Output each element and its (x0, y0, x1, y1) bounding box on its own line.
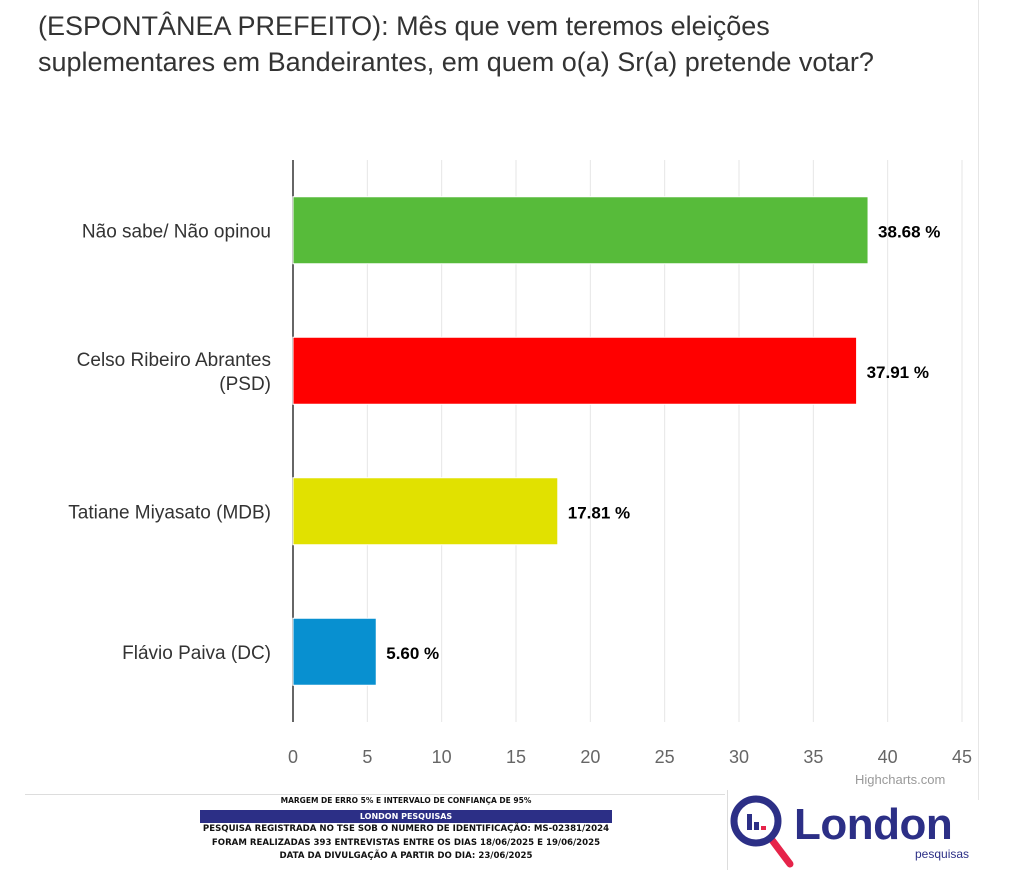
x-tick-label: 25 (655, 747, 675, 767)
x-axis-ticks: 0 5 10 15 20 25 30 35 40 45 (288, 747, 972, 767)
x-tick-label: 45 (952, 747, 972, 767)
x-tick-label: 15 (506, 747, 526, 767)
london-logo: London pesquisas (728, 792, 978, 872)
data-label: 38.68 % (878, 222, 940, 241)
data-label: 37.91 % (867, 363, 929, 382)
chart-title: (ESPONTÂNEA PREFEITO): Mês que vem terem… (38, 11, 874, 77)
divider (978, 0, 979, 800)
category-label: Celso Ribeiro Abrantes (PSD) (77, 350, 271, 395)
category-label: Tatiane Miyasato (MDB) (68, 502, 271, 523)
x-tick-label: 10 (432, 747, 452, 767)
category-label-line: (PSD) (219, 374, 271, 395)
category-label: Não sabe/ Não opinou (82, 221, 271, 242)
data-label: 5.60 % (386, 644, 439, 663)
footer: MARGEM DE ERRO 5% E INTERVALO DE CONFIAN… (200, 796, 612, 864)
category-labels: Não sabe/ Não opinou Celso Ribeiro Abrant… (68, 221, 271, 664)
x-tick-label: 30 (729, 747, 749, 767)
logo-subtitle: pesquisas (915, 847, 970, 861)
category-label: Flávio Paiva (DC) (122, 643, 271, 664)
footer-interviews: FORAM REALIZADAS 393 ENTREVISTAS ENTRE O… (211, 837, 601, 848)
bar (292, 196, 869, 265)
footer-margin-text: MARGEM DE ERRO 5% E INTERVALO DE CONFIAN… (280, 796, 532, 805)
category-label-line: Não sabe/ Não opinou (82, 221, 271, 242)
category-label-line: Tatiane Miyasato (MDB) (68, 502, 271, 523)
footer-release-date: DATA DA DIVULGAÇÃO A PARTIR DO DIA: 23/0… (279, 851, 533, 861)
logo-wordmark: London (794, 800, 953, 849)
logo-divider (727, 790, 728, 870)
category-label-line: Flávio Paiva (DC) (122, 643, 271, 664)
footer-divider (25, 794, 725, 795)
category-label-line: Celso Ribeiro Abrantes (77, 350, 271, 371)
x-tick-label: 20 (580, 747, 600, 767)
bar (292, 477, 559, 546)
data-labels: 38.68 % 37.91 % 17.81 % 5.60 % (386, 222, 940, 663)
x-tick-label: 0 (288, 747, 298, 767)
bar (292, 617, 377, 686)
magnifier-icon (730, 795, 794, 868)
bars (292, 196, 869, 686)
x-tick-label: 35 (803, 747, 823, 767)
footer-registration: PESQUISA REGISTRADA NO TSE SOB O NUMERO … (202, 824, 610, 834)
data-label: 17.81 % (568, 503, 630, 522)
bar (292, 336, 858, 405)
x-tick-label: 40 (878, 747, 898, 767)
footer-company-bar: LONDON PESQUISAS (200, 810, 612, 823)
x-tick-label: 5 (362, 747, 372, 767)
credits[interactable]: Highcharts.com (855, 772, 946, 787)
bar-chart: 38.68 % 37.91 % 17.81 % 5.60 % Não sabe/ Nã… (68, 160, 972, 767)
